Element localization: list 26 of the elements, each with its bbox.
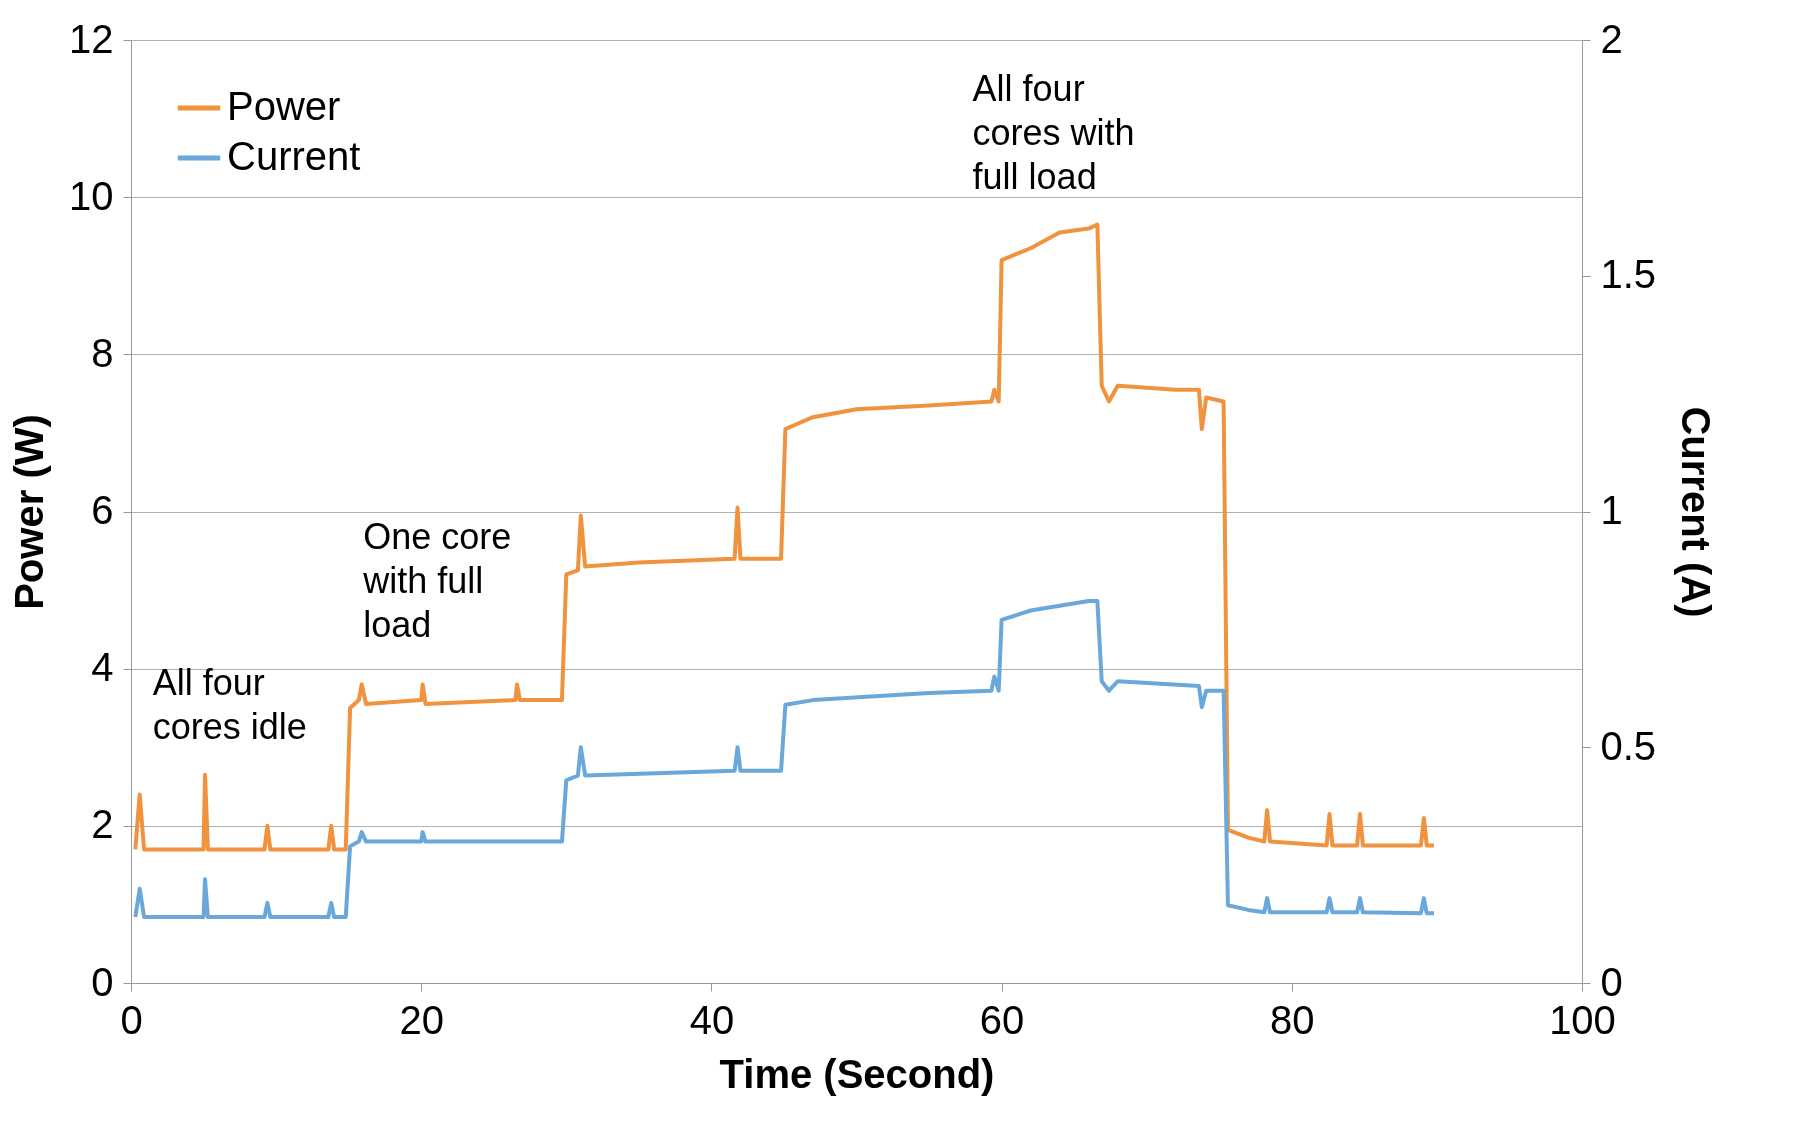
- x-tick-label: 20: [399, 997, 444, 1042]
- annotation: All four cores idle: [152, 662, 307, 748]
- legend-label: Current: [227, 134, 361, 178]
- y2-tick-label: 2: [1600, 16, 1623, 61]
- y2-tick-label: 1.5: [1600, 252, 1657, 297]
- y-tick-label: 0: [91, 959, 114, 1004]
- legend-label: Power: [227, 84, 341, 128]
- y-axis-title: Power (W): [7, 414, 52, 610]
- line-series: [133, 222, 1436, 852]
- line-series: [133, 599, 1436, 919]
- x-axis-title: Time (Second): [719, 1051, 995, 1096]
- annotation: One core with full load: [362, 515, 512, 645]
- y-tick-label: 2: [91, 802, 114, 847]
- y2-axis-title: Current (A): [1674, 406, 1719, 618]
- x-tick-label: 60: [979, 997, 1025, 1042]
- y2-tick-label: 0.5: [1600, 723, 1657, 768]
- y-tick-label: 8: [91, 330, 114, 375]
- y-tick-label: 12: [69, 16, 114, 61]
- y-tick-label: 10: [69, 173, 114, 218]
- annotation: All four cores with full load: [972, 68, 1135, 198]
- y-tick-label: 4: [91, 645, 114, 690]
- y-tick-label: 6: [91, 488, 114, 532]
- y2-tick-label: 1: [1600, 488, 1623, 532]
- x-tick-label: 40: [689, 997, 735, 1042]
- x-tick-label: 80: [1270, 997, 1315, 1042]
- x-tick-label: 0: [120, 997, 143, 1042]
